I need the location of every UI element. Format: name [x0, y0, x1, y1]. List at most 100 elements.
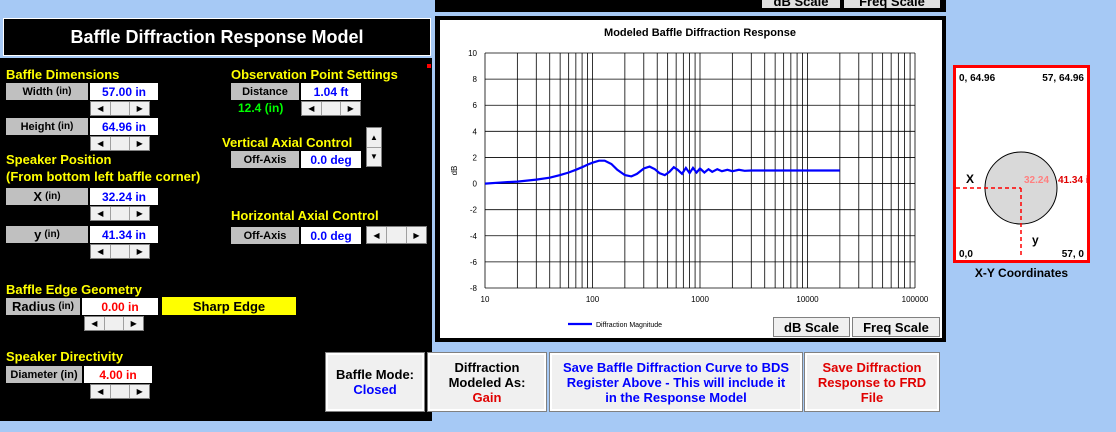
distance-spin-track[interactable]	[322, 102, 342, 115]
y-axis-letter: y	[1032, 233, 1039, 247]
y-decrease-button[interactable]: ◀	[91, 245, 111, 258]
horizontal-increase-button[interactable]: ▶	[413, 230, 420, 240]
xy-coordinates-panel: 0, 64.96 57, 64.96 0,0 57, 0 X y 32.24 4…	[953, 65, 1095, 263]
width-field[interactable]: 57.00 in	[90, 83, 158, 100]
baffle-mode-value: Closed	[353, 382, 397, 397]
controls-panel: Baffle Dimensions Width (in) 57.00 in ◀ ▶ …	[0, 58, 432, 421]
y-unit: (in)	[44, 229, 60, 240]
vertical-off-axis-spinner[interactable]: ▲ ▼	[366, 127, 382, 167]
distance-spinner[interactable]: ◀ ▶	[301, 101, 361, 116]
width-spin-track[interactable]	[111, 102, 131, 115]
chart-title: Modeled Baffle Diffraction Response	[604, 27, 796, 39]
x-increase-button[interactable]: ▶	[136, 209, 143, 218]
x-tick-label: 100	[586, 295, 600, 304]
width-label: Width (in)	[6, 83, 88, 100]
xy-bottom-left-label: 0,0	[959, 249, 973, 260]
width-unit: (in)	[55, 86, 72, 97]
db-scale-button[interactable]: dB Scale	[773, 317, 850, 337]
xy-bottom-right-label: 57, 0	[1062, 249, 1085, 260]
radius-decrease-button[interactable]: ◀	[85, 317, 105, 330]
radius-spin-track[interactable]	[105, 317, 125, 330]
vertical-axial-header: Vertical Axial Control	[222, 135, 353, 150]
height-spinner[interactable]: ◀ ▶	[90, 136, 150, 151]
x-position-field[interactable]: 32.24 in	[90, 188, 158, 205]
y-tick-label: -2	[470, 206, 478, 215]
xy-diagram: 0, 64.96 57, 64.96 0,0 57, 0 X y 32.24 4…	[956, 73, 1095, 260]
save-bds-button[interactable]: Save Baffle Diffraction Curve to BDS Reg…	[549, 352, 803, 412]
chart-area: Modeled Baffle Diffraction Response 10 8 6 4…	[440, 20, 942, 338]
radius-increase-button[interactable]: ▶	[130, 319, 137, 328]
save-frd-line-3: File	[860, 389, 884, 405]
y-tick-label: -6	[470, 258, 478, 267]
distance-field[interactable]: 1.04 ft	[301, 83, 361, 100]
horizontal-spin-track[interactable]	[387, 227, 407, 243]
y-tick-label: -8	[470, 284, 478, 293]
x-marker-value: 32.24	[1024, 175, 1049, 186]
width-spinner[interactable]: ◀ ▶	[90, 101, 150, 116]
y-position-field[interactable]: 41.34 in	[90, 226, 158, 243]
series-line	[484, 159, 840, 185]
horizontal-off-axis-spinner[interactable]: ◀ ▶	[366, 226, 427, 244]
xy-caption: X-Y Coordinates	[974, 266, 1069, 280]
speaker-position-header: Speaker Position	[6, 152, 112, 167]
diameter-spinner[interactable]: ◀ ▶	[90, 384, 150, 399]
vertical-up-button[interactable]: ▲	[367, 128, 381, 148]
diameter-decrease-button[interactable]: ◀	[91, 385, 111, 398]
width-decrease-button[interactable]: ◀	[91, 102, 111, 115]
freq-scale-button-top[interactable]: Freq Scale	[844, 0, 940, 8]
save-bds-line-1: Save Baffle Diffraction Curve to BDS	[562, 359, 790, 375]
y-label: y (in)	[6, 226, 88, 243]
save-frd-button[interactable]: Save Diffraction Response to FRD File	[804, 352, 940, 412]
edge-geometry-header: Baffle Edge Geometry	[6, 282, 142, 297]
radius-spinner[interactable]: ◀ ▶	[84, 316, 144, 331]
distance-inches: 12.4 (in)	[238, 101, 284, 115]
baffle-dimensions-header: Baffle Dimensions	[6, 67, 120, 82]
radius-field[interactable]: 0.00 in	[82, 298, 158, 315]
y-tick-label: 10	[468, 49, 477, 58]
speaker-position-subheader: (From bottom left baffle corner)	[6, 169, 201, 184]
distance-increase-button[interactable]: ▶	[347, 104, 354, 113]
x-label-text: X	[33, 189, 43, 204]
db-scale-button-top[interactable]: dB Scale	[762, 0, 840, 8]
radius-label: Radius (in)	[6, 298, 80, 315]
y-position-spinner[interactable]: ◀ ▶	[90, 244, 150, 259]
baffle-mode-button[interactable]: Baffle Mode: Closed	[325, 352, 425, 412]
height-spin-track[interactable]	[111, 137, 131, 150]
x-tick-label: 10000	[796, 295, 819, 304]
x-unit: (in)	[45, 191, 61, 202]
distance-decrease-button[interactable]: ◀	[302, 102, 322, 115]
page-title: Baffle Diffraction Response Model	[3, 18, 431, 56]
diameter-increase-button[interactable]: ▶	[136, 387, 143, 396]
horizontal-decrease-button[interactable]: ◀	[367, 227, 387, 243]
height-field[interactable]: 64.96 in	[90, 118, 158, 135]
horizontal-off-axis-field[interactable]: 0.0 deg	[301, 227, 361, 244]
height-decrease-button[interactable]: ◀	[91, 137, 111, 150]
x-position-spinner[interactable]: ◀ ▶	[90, 206, 150, 221]
diameter-spin-track[interactable]	[111, 385, 131, 398]
y-tick-label: 8	[473, 75, 478, 84]
height-increase-button[interactable]: ▶	[136, 139, 143, 148]
x-tick-label: 10	[481, 295, 490, 304]
vertical-off-axis-label: Off-Axis	[231, 151, 299, 168]
y-tick-label: 0	[473, 180, 478, 189]
xy-top-left-label: 0, 64.96	[959, 73, 996, 84]
x-spin-track[interactable]	[111, 207, 131, 220]
freq-scale-button[interactable]: Freq Scale	[852, 317, 940, 337]
width-increase-button[interactable]: ▶	[136, 104, 143, 113]
distance-label: Distance	[231, 83, 299, 100]
diffraction-model-button[interactable]: Diffraction Modeled As: Gain	[427, 352, 547, 412]
x-decrease-button[interactable]: ◀	[91, 207, 111, 220]
vertical-down-button[interactable]: ▼	[370, 152, 378, 162]
y-spin-track[interactable]	[111, 245, 131, 258]
diffraction-label-1: Diffraction	[454, 359, 520, 375]
vertical-off-axis-field[interactable]: 0.0 deg	[301, 151, 361, 168]
y-marker-value: 41.34 in	[1058, 175, 1087, 186]
height-unit: (in)	[57, 121, 74, 132]
save-bds-line-3: in the Response Model	[605, 389, 747, 405]
xy-top-right-label: 57, 64.96	[1042, 73, 1084, 84]
y-increase-button[interactable]: ▶	[136, 247, 143, 256]
y-tick-label: 4	[473, 127, 478, 136]
y-label-text: y	[34, 227, 42, 242]
save-bds-line-2: Register Above - This will include it	[566, 374, 786, 390]
diameter-field[interactable]: 4.00 in	[84, 366, 152, 383]
